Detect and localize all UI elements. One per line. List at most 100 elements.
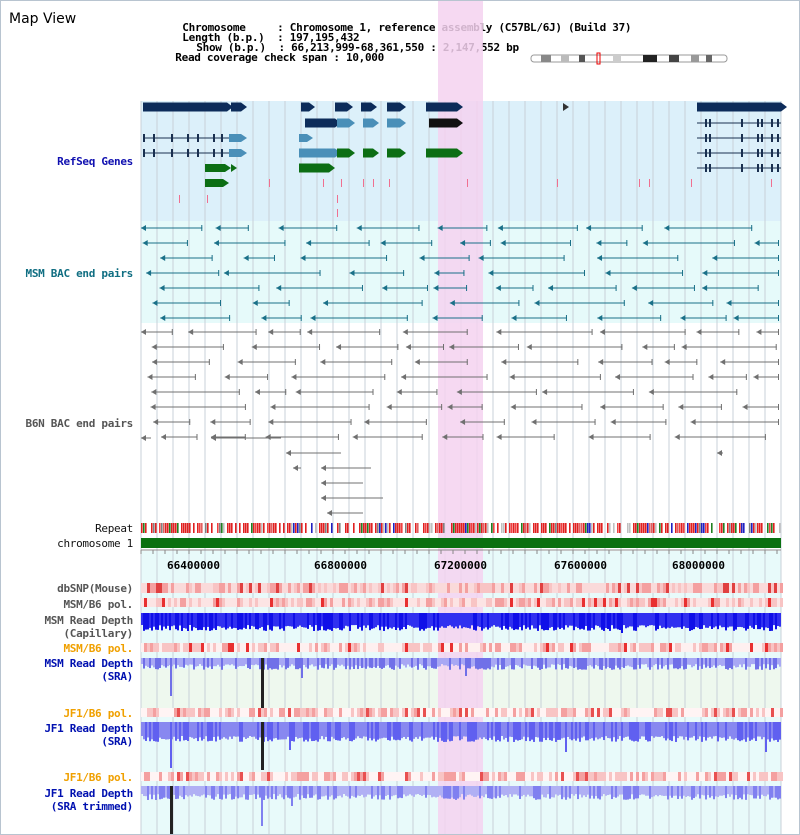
- depth-bar: [503, 786, 505, 796]
- msm-bac-pair-end: [213, 240, 219, 246]
- heat-cell: [771, 643, 774, 652]
- heat-cell: [774, 772, 777, 781]
- track-label-dbsnp[interactable]: dbSNP(Mouse): [57, 582, 133, 595]
- repeat-mark: [557, 523, 559, 533]
- depth-bar: [663, 658, 665, 667]
- heat-cell: [159, 583, 162, 593]
- heat-cell: [204, 708, 207, 717]
- depth-bar: [315, 786, 317, 795]
- heat-cell: [219, 598, 222, 607]
- depth-bar: [393, 722, 395, 740]
- depth-bar: [757, 722, 759, 737]
- track-label-jf1-b6-pol-2[interactable]: JF1/B6 pol.: [63, 771, 133, 784]
- pseudo-mark: [323, 179, 324, 187]
- track-label-jf1-depth-sra-1[interactable]: JF1 Read Depth: [44, 722, 133, 735]
- repeat-mark: [493, 523, 495, 533]
- heat-cell: [459, 643, 462, 652]
- depth-bar: [769, 786, 771, 800]
- depth-bar: [151, 722, 153, 740]
- repeat-mark: [653, 523, 655, 533]
- heat-cell: [528, 598, 531, 607]
- track-label-refseq[interactable]: RefSeq Genes: [57, 155, 133, 168]
- depth-bar: [633, 613, 635, 631]
- depth-bar: [197, 658, 199, 667]
- msm-b6-pol-heat-track: [141, 598, 783, 607]
- depth-bar: [567, 658, 569, 669]
- depth-bar: [369, 722, 371, 739]
- heat-cell: [690, 598, 693, 607]
- depth-bar: [529, 786, 531, 797]
- depth-bar: [683, 722, 685, 740]
- b6n-bac-pairs[interactable]: [141, 329, 779, 516]
- track-label-b6n-bac[interactable]: B6N BAC end pairs: [25, 417, 134, 430]
- heat-cell: [417, 708, 420, 717]
- refseq-genes[interactable]: [143, 102, 787, 218]
- depth-bar: [323, 786, 325, 797]
- heat-cell: [561, 643, 564, 652]
- repeat-mark: [159, 523, 161, 533]
- depth-bar: [625, 722, 627, 737]
- heat-cell: [321, 772, 324, 781]
- heat-cell: [471, 708, 474, 717]
- b6n-bac-pair-end: [171, 329, 173, 335]
- heat-cell: [591, 598, 594, 607]
- repeat-mark: [435, 523, 437, 533]
- heat-cell: [396, 598, 399, 607]
- heat-cell: [147, 598, 150, 607]
- heat-cell: [510, 598, 513, 607]
- heat-cell: [339, 708, 342, 717]
- depth-bar: [303, 722, 305, 742]
- depth-bar: [521, 658, 523, 669]
- heat-cell: [753, 598, 756, 607]
- heat-cell: [699, 643, 702, 652]
- msm-bac-pair-end: [229, 315, 231, 321]
- depth-spike: [261, 722, 264, 770]
- depth-bar: [475, 613, 477, 631]
- repeat-mark: [589, 523, 591, 533]
- track-label-msm-b6-pol-2[interactable]: MSM/B6 pol.: [63, 642, 133, 655]
- track-label-msm-depth-cap-1[interactable]: MSM Read Depth: [44, 614, 133, 627]
- page-title: Map View: [9, 11, 77, 27]
- repeat-mark: [721, 523, 723, 533]
- depth-bar: [677, 613, 679, 628]
- heat-cell: [429, 708, 432, 717]
- track-label-msm-b6-pol[interactable]: MSM/B6 pol.: [63, 598, 133, 611]
- depth-bar: [233, 722, 235, 737]
- track-label-msm-bac[interactable]: MSM BAC end pairs: [25, 267, 134, 280]
- chromosome-bar: [141, 538, 781, 548]
- msm-bac-pairs[interactable]: [141, 225, 779, 321]
- repeat-mark: [705, 523, 707, 533]
- depth-bar: [461, 786, 463, 795]
- heat-cell: [618, 643, 621, 652]
- depth-bar: [723, 613, 725, 628]
- depth-bar: [425, 613, 427, 629]
- track-label-msm-depth-sra-1[interactable]: MSM Read Depth: [44, 657, 133, 670]
- heat-cell: [345, 643, 348, 652]
- depth-bar: [705, 658, 707, 668]
- depth-bar: [429, 722, 431, 738]
- repeat-mark: [779, 523, 781, 533]
- heat-cell: [321, 708, 324, 717]
- depth-bar: [401, 722, 403, 739]
- heat-cell: [459, 598, 462, 607]
- heat-cell: [357, 598, 360, 607]
- depth-bar: [331, 722, 333, 737]
- heat-cell: [519, 708, 522, 717]
- repeat-mark: [585, 523, 587, 533]
- heat-cell: [561, 598, 564, 607]
- track-label-jf1-depth-trim-1[interactable]: JF1 Read Depth: [44, 787, 133, 800]
- heat-cell: [681, 643, 684, 652]
- depth-bar: [145, 613, 147, 630]
- heat-cell: [651, 643, 654, 652]
- heat-cell: [741, 583, 744, 593]
- depth-bar: [779, 658, 781, 667]
- track-label-jf1-b6-pol[interactable]: JF1/B6 pol.: [63, 707, 133, 720]
- msm-bac-pair-end: [310, 315, 316, 321]
- heat-cell: [447, 772, 450, 781]
- depth-bar: [365, 786, 367, 797]
- chromosome-ideogram[interactable]: [530, 52, 728, 65]
- depth-bar: [409, 786, 411, 795]
- heat-cell: [525, 772, 528, 781]
- track-label-repeat[interactable]: Repeat: [95, 522, 133, 535]
- heat-cell: [714, 583, 717, 593]
